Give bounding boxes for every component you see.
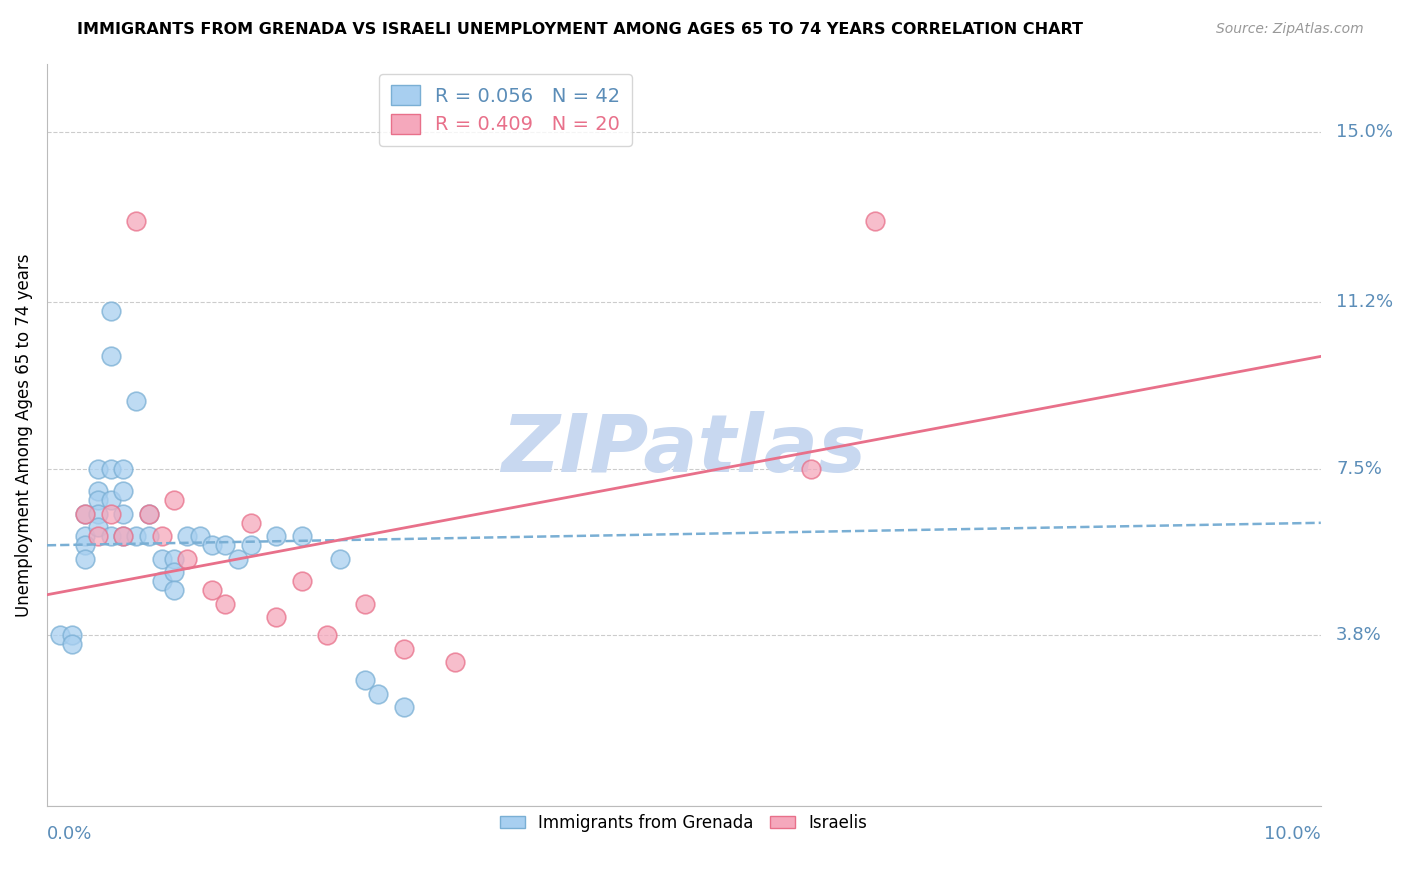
Point (87, 462, 110, 476)
Point (48, 628, 70, 642)
Point (112, 507, 135, 521)
Point (112, 484, 135, 499)
Point (188, 529, 211, 543)
Point (316, 628, 339, 642)
Point (112, 529, 135, 543)
Point (100, 350, 122, 364)
Point (60, 637, 83, 651)
Point (100, 493, 122, 508)
Point (100, 507, 122, 521)
Point (239, 538, 262, 552)
Point (125, 394, 148, 409)
Point (87, 529, 110, 543)
Point (75, 507, 97, 521)
Point (863, 214, 886, 228)
Text: 11.2%: 11.2% (1336, 293, 1393, 311)
Point (138, 507, 160, 521)
Point (87, 484, 110, 499)
Point (354, 597, 377, 611)
Text: 7.5%: 7.5% (1336, 460, 1382, 478)
Point (443, 655, 465, 669)
Point (150, 529, 173, 543)
Point (125, 529, 148, 543)
Point (201, 583, 224, 598)
Point (150, 574, 173, 589)
Text: 0.0%: 0.0% (46, 825, 93, 843)
Point (214, 538, 236, 552)
Point (100, 304, 122, 318)
Point (239, 516, 262, 530)
Point (75, 551, 97, 566)
Point (176, 551, 198, 566)
Point (264, 610, 287, 624)
Text: Source: ZipAtlas.com: Source: ZipAtlas.com (1216, 22, 1364, 37)
Point (163, 583, 186, 598)
Point (100, 462, 122, 476)
Point (163, 551, 186, 566)
Point (87, 493, 110, 508)
Y-axis label: Unemployment Among Ages 65 to 74 years: Unemployment Among Ages 65 to 74 years (15, 253, 32, 617)
Point (201, 538, 224, 552)
Text: 3.8%: 3.8% (1336, 626, 1382, 644)
Point (163, 493, 186, 508)
Point (214, 597, 236, 611)
Point (75, 507, 97, 521)
Point (176, 529, 198, 543)
Point (264, 529, 287, 543)
Point (367, 687, 389, 701)
Text: IMMIGRANTS FROM GRENADA VS ISRAELI UNEMPLOYMENT AMONG AGES 65 TO 74 YEARS CORREL: IMMIGRANTS FROM GRENADA VS ISRAELI UNEMP… (77, 22, 1084, 37)
Point (329, 551, 352, 566)
Point (226, 551, 249, 566)
Point (291, 529, 314, 543)
Point (87, 507, 110, 521)
Point (138, 507, 160, 521)
Point (150, 551, 173, 566)
Point (291, 574, 314, 589)
Text: 15.0%: 15.0% (1336, 122, 1393, 141)
Point (112, 462, 135, 476)
Point (163, 566, 186, 580)
Point (354, 673, 377, 688)
Point (392, 700, 415, 714)
Point (138, 529, 160, 543)
Point (125, 214, 148, 228)
Point (112, 529, 135, 543)
Text: ZIPatlas: ZIPatlas (502, 411, 866, 489)
Point (392, 641, 415, 656)
Point (100, 529, 122, 543)
Point (60, 628, 83, 642)
Point (87, 520, 110, 534)
Point (75, 529, 97, 543)
Text: 10.0%: 10.0% (1264, 825, 1320, 843)
Point (800, 462, 823, 476)
Point (75, 538, 97, 552)
Legend: Immigrants from Grenada, Israelis: Immigrants from Grenada, Israelis (494, 807, 875, 838)
